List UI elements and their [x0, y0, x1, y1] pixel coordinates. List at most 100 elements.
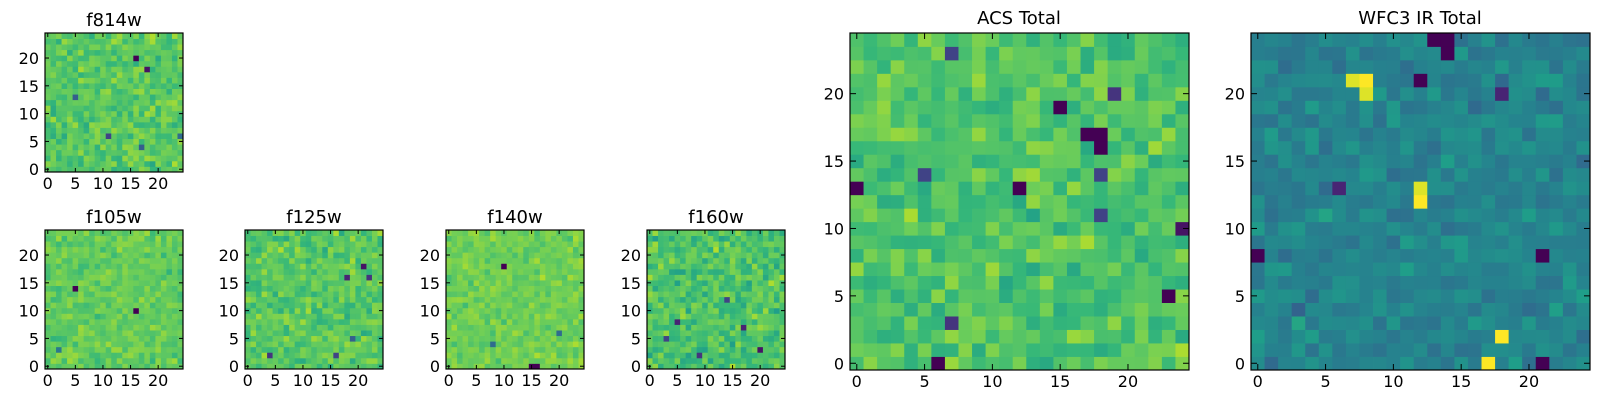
heatmap-cell — [904, 329, 919, 344]
heatmap-cell — [506, 363, 513, 370]
heatmap-cell — [506, 285, 513, 292]
heatmap-cell — [338, 313, 345, 320]
heatmap-cell — [72, 127, 79, 134]
heatmap-cell — [45, 257, 51, 264]
heatmap-cell — [567, 335, 574, 342]
heatmap-cell — [360, 230, 367, 236]
heatmap-cell — [572, 252, 579, 259]
heatmap-cell — [768, 235, 775, 242]
heatmap-cell — [267, 318, 273, 325]
heatmap-cell — [78, 121, 85, 128]
heatmap-cell — [517, 313, 524, 320]
heatmap-cell — [479, 280, 486, 286]
heatmap-cell — [468, 357, 474, 364]
heatmap-cell — [144, 166, 151, 173]
heatmap-cell — [83, 71, 90, 78]
heatmap-cell — [1562, 262, 1577, 277]
heatmap-cell — [674, 263, 681, 270]
heatmap-cell — [1278, 86, 1293, 101]
heatmap-cell — [155, 241, 162, 248]
heatmap-cell — [863, 59, 878, 74]
heatmap-cell — [149, 60, 156, 67]
heatmap-cell — [322, 230, 329, 236]
heatmap-cell — [333, 296, 340, 303]
heatmap-cell — [534, 257, 541, 264]
heatmap-cell — [985, 194, 1000, 209]
heatmap-cell — [762, 280, 769, 286]
heatmap-cell — [1508, 33, 1523, 47]
heatmap-cell — [94, 133, 101, 140]
heatmap-cell — [972, 316, 986, 330]
heatmap-cell — [300, 268, 307, 275]
heatmap-cell — [56, 341, 62, 348]
heatmap-cell — [155, 341, 162, 348]
heatmap-cell — [1251, 248, 1265, 263]
heatmap-cell — [718, 363, 725, 370]
x-tick-label: 15 — [120, 174, 140, 193]
heatmap-cell — [779, 291, 786, 298]
heatmap-cell — [105, 60, 112, 67]
heatmap-cell — [931, 316, 946, 330]
heatmap-cell — [669, 235, 675, 242]
heatmap-cell — [506, 263, 513, 270]
heatmap-cell — [944, 113, 959, 128]
heatmap-cell — [484, 363, 491, 370]
heatmap-cell — [479, 230, 486, 236]
heatmap-cell — [647, 341, 653, 348]
heatmap-cell — [149, 149, 156, 156]
heatmap-cell — [674, 307, 681, 314]
heatmap-cell — [261, 302, 268, 309]
heatmap-cell — [105, 49, 112, 56]
heatmap-cell — [850, 235, 864, 250]
heatmap-cell — [283, 280, 290, 286]
heatmap-cell — [528, 274, 535, 281]
heatmap-cell — [1161, 33, 1176, 47]
heatmap-cell — [261, 307, 268, 314]
heatmap-cell — [256, 330, 262, 337]
heatmap-cell — [1053, 302, 1068, 317]
heatmap-cell — [561, 307, 568, 314]
heatmap-cell — [83, 55, 90, 62]
heatmap-cell — [94, 105, 101, 112]
heatmap-cell — [127, 313, 134, 320]
heatmap-cell — [160, 77, 167, 84]
heatmap-cell — [138, 94, 145, 101]
heatmap-cell — [116, 302, 123, 309]
heatmap-cell — [371, 235, 378, 242]
heatmap-cell — [122, 110, 129, 117]
heatmap-cell — [451, 330, 458, 337]
heatmap-cell — [1066, 73, 1081, 88]
heatmap-cell — [972, 194, 986, 209]
heatmap-cell — [177, 105, 184, 112]
heatmap-cell — [78, 149, 85, 156]
heatmap-cell — [171, 285, 178, 292]
heatmap-cell — [1053, 194, 1068, 209]
heatmap-cell — [779, 357, 786, 364]
heatmap-cell — [972, 248, 986, 263]
heatmap-cell — [917, 167, 932, 182]
heatmap-cell — [283, 307, 290, 314]
heatmap-cell — [696, 352, 703, 359]
heatmap-cell — [713, 252, 720, 259]
heatmap-cell — [904, 235, 919, 250]
heatmap-cell — [50, 71, 57, 78]
heatmap-cell — [56, 330, 62, 337]
heatmap-cell — [1400, 73, 1415, 88]
heatmap-cell — [89, 330, 96, 337]
heatmap-cell — [283, 335, 290, 342]
heatmap-cell — [45, 246, 51, 253]
heatmap-cell — [707, 324, 714, 331]
heatmap-cell — [366, 291, 373, 298]
heatmap-cell — [1345, 221, 1360, 236]
heatmap-cell — [160, 252, 167, 259]
heatmap-cell — [344, 285, 351, 292]
heatmap-cell — [707, 335, 714, 342]
heatmap-cell — [550, 235, 557, 242]
heatmap-cell — [1440, 46, 1455, 61]
heatmap-cell — [550, 274, 557, 281]
heatmap-cell — [1549, 248, 1564, 263]
heatmap-cell — [61, 49, 68, 56]
heatmap-cell — [479, 291, 486, 298]
heatmap-cell — [707, 346, 714, 353]
heatmap-cell — [122, 296, 129, 303]
